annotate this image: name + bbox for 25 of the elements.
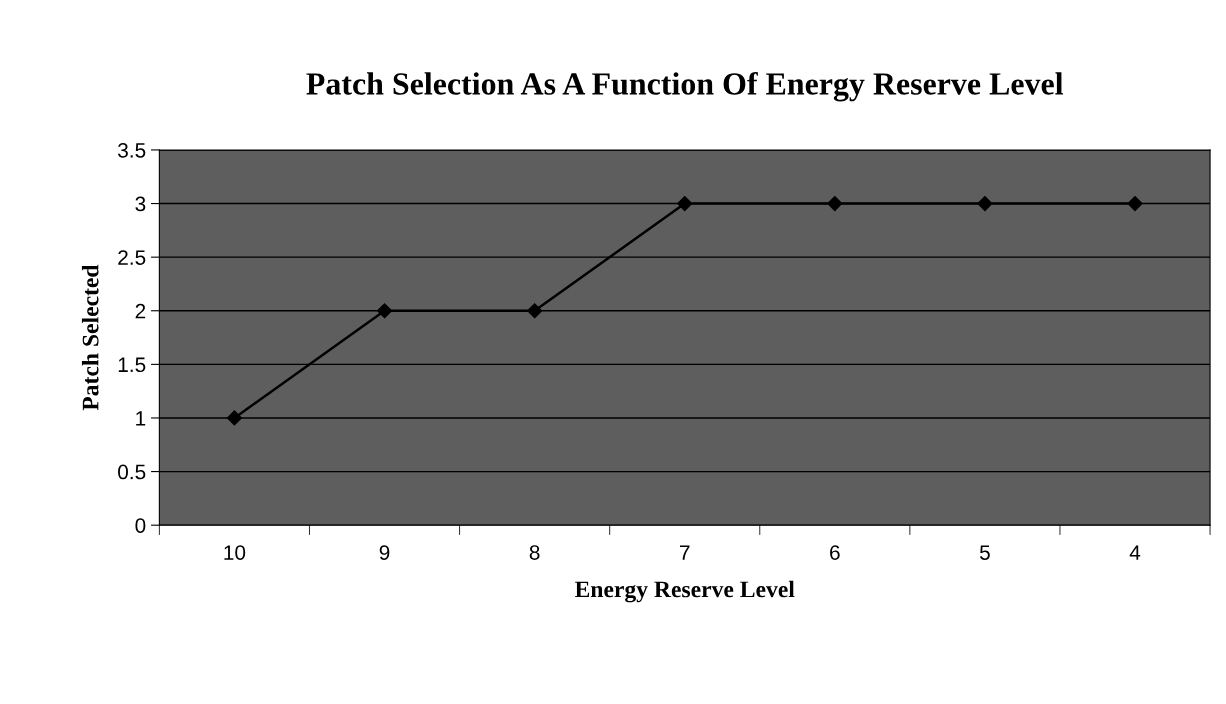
- y-axis-title: Patch Selected: [81, 264, 99, 411]
- x-tick-label: 9: [379, 545, 390, 560]
- point: [977, 195, 993, 212]
- point: [827, 195, 843, 212]
- point: [1127, 195, 1143, 212]
- y-tick-label: 2: [135, 303, 146, 319]
- x-tick-label: 4: [1129, 545, 1141, 560]
- x-tick-label: 5: [979, 545, 990, 560]
- x-tick-label: 8: [529, 545, 540, 560]
- y-tick-label: 0: [135, 518, 146, 533]
- point: [527, 303, 543, 319]
- x-axis-title: Energy Reserve Level: [574, 580, 795, 603]
- point: [376, 303, 393, 319]
- x-tick-label: 10: [224, 545, 246, 560]
- y-tick-label: 2.5: [118, 250, 146, 265]
- y-tick-label: 3: [135, 196, 146, 212]
- y-tick-label: 0.5: [118, 464, 146, 480]
- chart-title: Patch Selection As A Function Of Energy Reserve Level: [306, 71, 1064, 102]
- y-tick-label: 1.5: [118, 357, 146, 373]
- point: [226, 410, 242, 426]
- x-tick-label: 6: [830, 545, 840, 560]
- point: [677, 195, 693, 212]
- x-tick-label: 7: [680, 545, 690, 560]
- y-tick-label: 1: [136, 411, 146, 426]
- y-tick-label: 3.5: [118, 142, 146, 158]
